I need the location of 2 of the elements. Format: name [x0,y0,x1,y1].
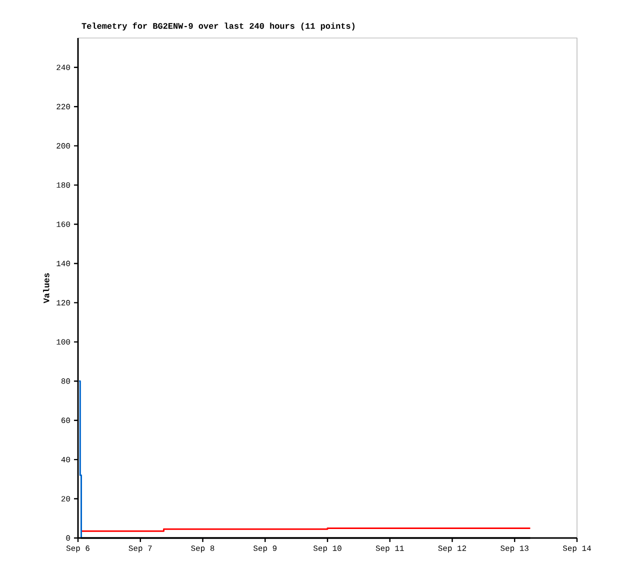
chart-title: Telemetry for BG2ENW-9 over last 240 hours (11 points) [82,22,354,30]
y-axis-title: Values [43,273,50,304]
